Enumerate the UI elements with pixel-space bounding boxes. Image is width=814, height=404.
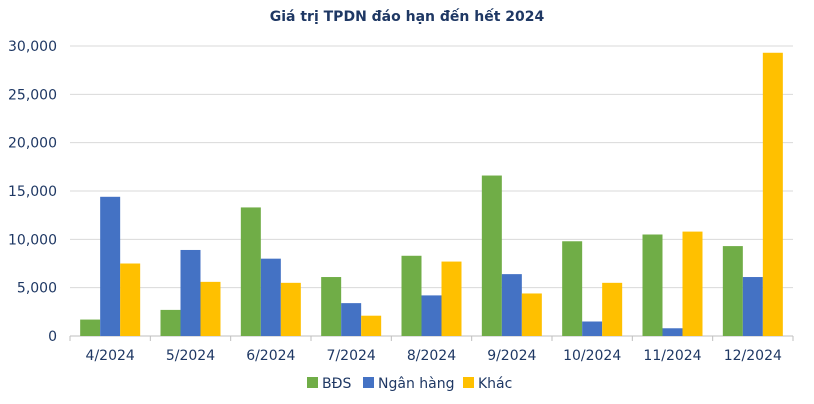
bar	[501, 274, 522, 336]
bar	[321, 277, 342, 336]
bar	[642, 234, 663, 336]
bar	[521, 293, 542, 336]
legend-label: Ngân hàng	[378, 376, 454, 392]
bar	[100, 196, 121, 336]
y-tick-label: 25,000	[8, 87, 57, 103]
y-tick-label: 5,000	[17, 281, 57, 297]
bar	[361, 315, 382, 336]
x-tick-label: 12/2024	[724, 348, 782, 364]
x-tick-label: 6/2024	[246, 348, 295, 364]
bar	[180, 249, 201, 336]
bar	[341, 303, 362, 336]
bar	[742, 277, 763, 336]
bar	[120, 263, 141, 336]
bar	[682, 231, 703, 336]
bar	[240, 207, 261, 336]
legend-label: Khác	[478, 376, 512, 392]
bar	[582, 321, 603, 336]
bar	[662, 328, 683, 336]
y-tick-label: 10,000	[8, 232, 57, 248]
y-tick-label: 15,000	[8, 184, 57, 200]
bar	[602, 282, 623, 336]
x-tick-label: 4/2024	[86, 348, 135, 364]
legend-swatch	[307, 377, 318, 388]
bar	[260, 258, 281, 336]
bar	[441, 261, 462, 336]
x-tick-label: 7/2024	[327, 348, 376, 364]
legend-label: BĐS	[322, 376, 351, 392]
y-tick-label: 20,000	[8, 136, 57, 152]
x-tick-label: 10/2024	[563, 348, 621, 364]
y-tick-label: 0	[48, 329, 57, 345]
x-tick-label: 9/2024	[487, 348, 536, 364]
x-tick-label: 11/2024	[643, 348, 701, 364]
bar	[481, 175, 502, 336]
legend-swatch	[463, 377, 474, 388]
bar	[401, 255, 422, 336]
x-tick-label: 5/2024	[166, 348, 215, 364]
y-tick-label: 30,000	[8, 39, 57, 55]
bar	[762, 52, 783, 337]
bar	[280, 282, 301, 336]
x-tick-label: 8/2024	[407, 348, 456, 364]
bar	[722, 246, 743, 336]
bar	[160, 309, 181, 336]
bar	[80, 319, 101, 336]
legend-swatch	[363, 377, 374, 388]
bar	[562, 241, 583, 336]
bar	[421, 295, 442, 336]
bar	[200, 281, 221, 336]
chart-title: Giá trị TPDN đáo hạn đến hết 2024	[269, 9, 545, 25]
